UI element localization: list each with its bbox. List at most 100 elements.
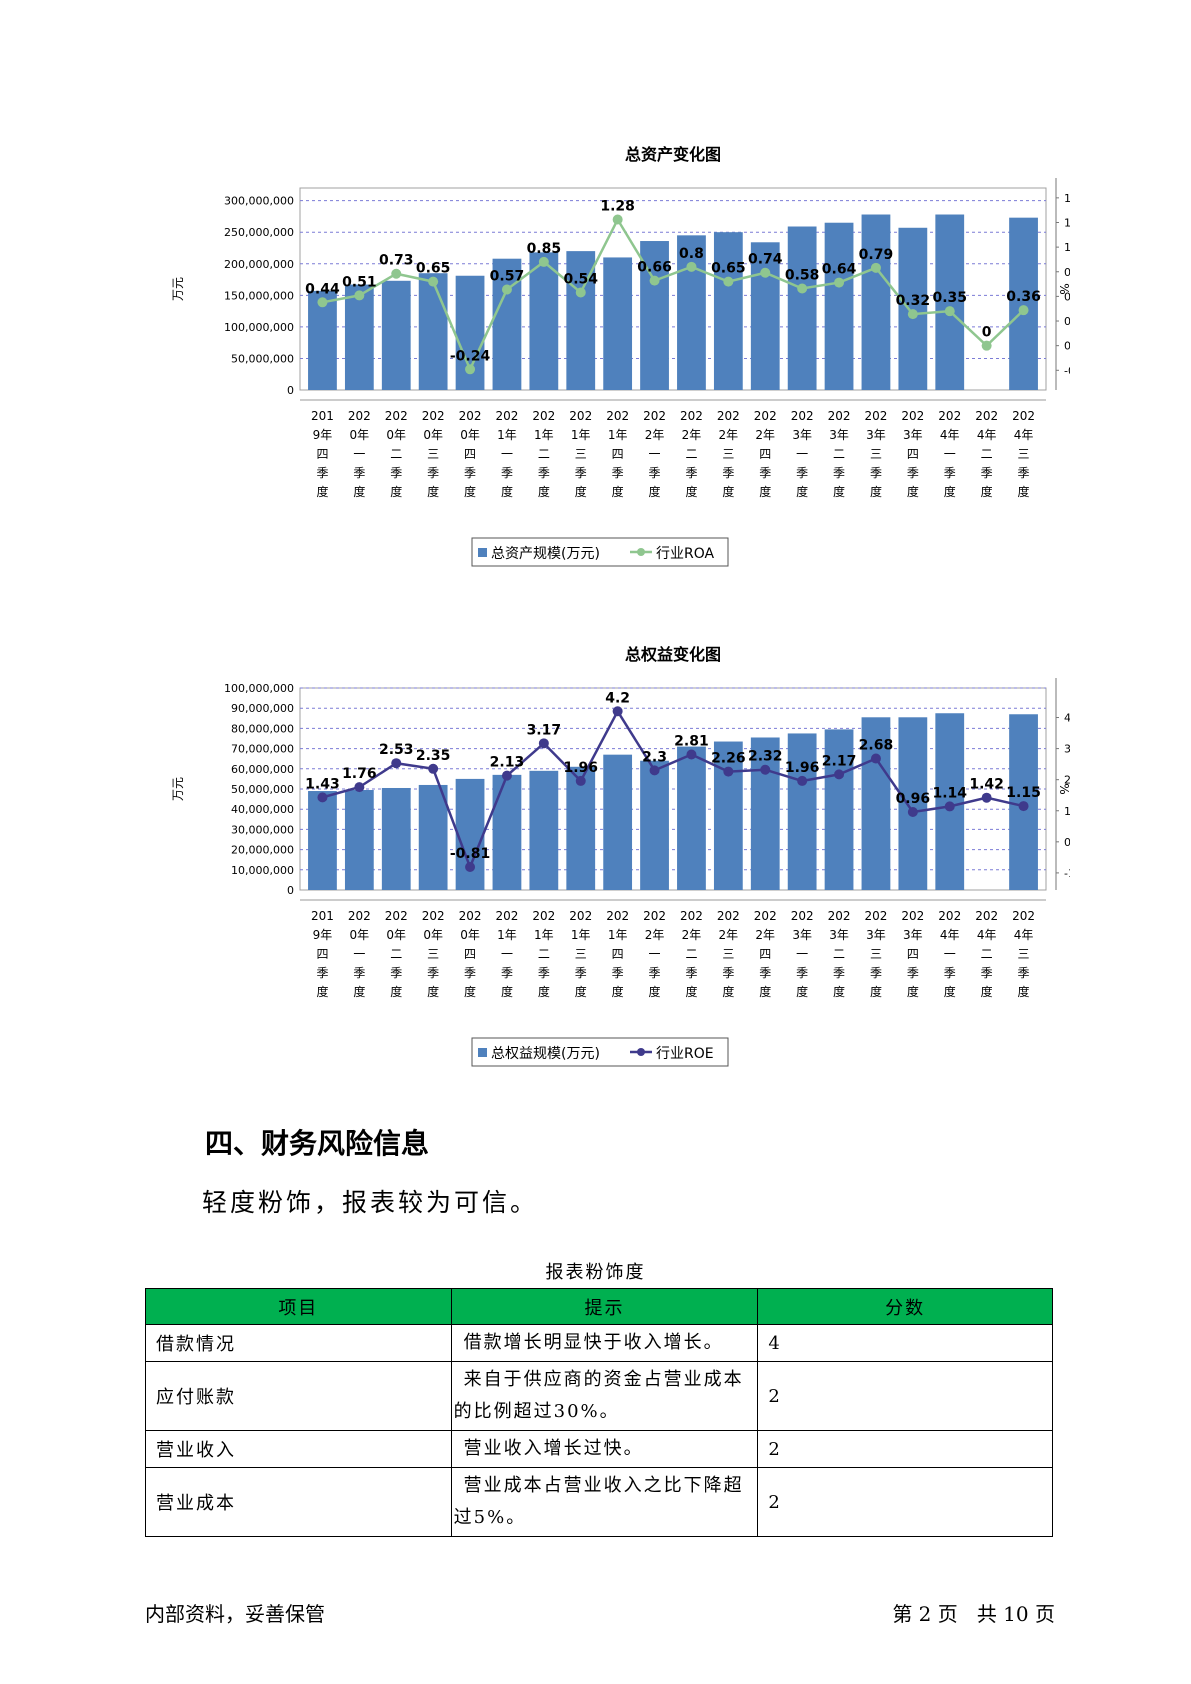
x-tick-label: 一 [796,447,808,461]
data-label: 0.44 [305,281,340,297]
x-tick-label: 202 [532,909,555,923]
bar [344,790,374,890]
x-tick-label: 0年 [350,428,370,442]
x-tick-label: 0年 [350,928,370,942]
x-tick-label: 二 [685,447,697,461]
left-tick-label: 0 [287,384,294,397]
data-label: 0.73 [379,253,414,269]
x-tick-label: 二 [833,447,845,461]
x-tick-label: 202 [828,409,851,423]
x-tick-label: 202 [643,409,666,423]
x-tick-label: 0年 [423,428,443,442]
line-point [391,758,402,769]
x-tick-label: 202 [717,909,740,923]
x-tick-label: 202 [791,909,814,923]
right-axis-title: % [1057,783,1070,794]
bar [677,235,706,390]
line-point [944,801,955,812]
x-tick-label: 1年 [534,928,554,942]
line-point [649,765,660,776]
x-tick-label: 季 [796,466,808,480]
x-tick-label: 度 [501,484,513,499]
total-assets-chart: 总资产变化图 300,000,000 250,000,000 200,000,000 1… [170,140,1070,600]
x-tick-label: 度 [464,484,476,499]
right-tick-label: 3 [1064,743,1070,756]
data-label: 1.96 [785,760,820,776]
line-point [907,806,918,817]
bar [640,760,669,890]
x-tick-label: 202 [422,909,445,923]
line-point [686,749,697,760]
line-point [723,276,734,287]
x-tick-label: 202 [1012,409,1035,423]
bar [898,717,928,890]
x-tick-label: 三 [722,447,734,461]
line-point [944,306,955,317]
chart-title: 总资产变化图 [625,145,721,164]
x-tick-label: 3年 [792,428,812,442]
line-point [465,862,476,873]
data-label: 0.51 [342,274,377,290]
x-tick-label: 0年 [386,428,406,442]
x-tick-label: 三 [575,447,587,461]
line-point [501,770,512,781]
line-point [428,276,439,287]
bar [308,290,337,390]
x-tick-label: 四 [316,947,328,961]
x-tick-label: 季 [501,966,513,980]
x-tick-label: 三 [427,947,439,961]
x-tick-label: 季 [612,966,624,980]
data-label: 1.28 [600,199,635,215]
line-point [538,256,549,267]
line-point [760,764,771,775]
x-tick-label: 202 [938,909,961,923]
x-tick-label: 二 [981,947,993,961]
x-tick-label: 202 [680,409,703,423]
left-axis-title: 万元 [171,277,185,301]
line-point [317,297,328,308]
table-caption: 报表粉饰度 [545,1262,646,1283]
x-tick-label: 2年 [755,428,775,442]
x-tick-label: 季 [316,966,328,980]
data-label: 2.81 [674,734,709,750]
total-equity-chart: 总权益变化图 100,000,000 90,000,000 80,000,000 70,… [170,640,1070,1100]
right-tick-label: -0.25 [1064,364,1070,377]
line-point [907,309,918,320]
left-tick-label: 40,000,000 [231,803,294,816]
data-label: 0.36 [1006,289,1041,305]
right-tick-label: 0.50 [1064,290,1070,303]
x-tick-label: 202 [975,909,998,923]
x-tick-label: 3年 [903,928,923,942]
x-tick-label: 二 [538,447,550,461]
line-point [612,214,623,225]
left-tick-label: 200,000,000 [224,258,294,271]
x-tick-label: 3年 [829,428,849,442]
data-label: 2.13 [490,755,525,771]
x-tick-label: 201 [311,909,334,923]
bar [492,774,522,890]
bar [603,257,633,390]
data-label: 1.42 [969,777,1004,793]
x-tick-label: 202 [348,409,371,423]
x-tick-label: 2年 [755,928,775,942]
x-tick-label: 202 [459,909,482,923]
bar [861,717,891,890]
right-tick-label: 1.50 [1064,192,1070,205]
x-tick-label: 4年 [1014,928,1034,942]
x-tick-label: 季 [390,466,402,480]
line-point [649,275,660,286]
x-tick-label: 3年 [866,928,886,942]
bar [566,766,596,890]
x-tick-label: 度 [907,484,919,499]
x-tick-label: 度 [649,984,661,999]
x-tick-label: 一 [796,947,808,961]
bar [750,242,780,390]
x-tick-label: 202 [901,909,924,923]
right-tick-label: 0.25 [1064,315,1070,328]
x-tick-label: 度 [722,984,734,999]
data-label: 3.17 [527,722,562,738]
chart-svg: 总权益变化图 100,000,000 90,000,000 80,000,000 70,… [171,645,1070,1067]
x-tick-label: 2年 [682,928,702,942]
table-row: 借款情况 借款增长明显快于收入增长。 4 [145,1324,1053,1362]
line-point [870,262,881,273]
